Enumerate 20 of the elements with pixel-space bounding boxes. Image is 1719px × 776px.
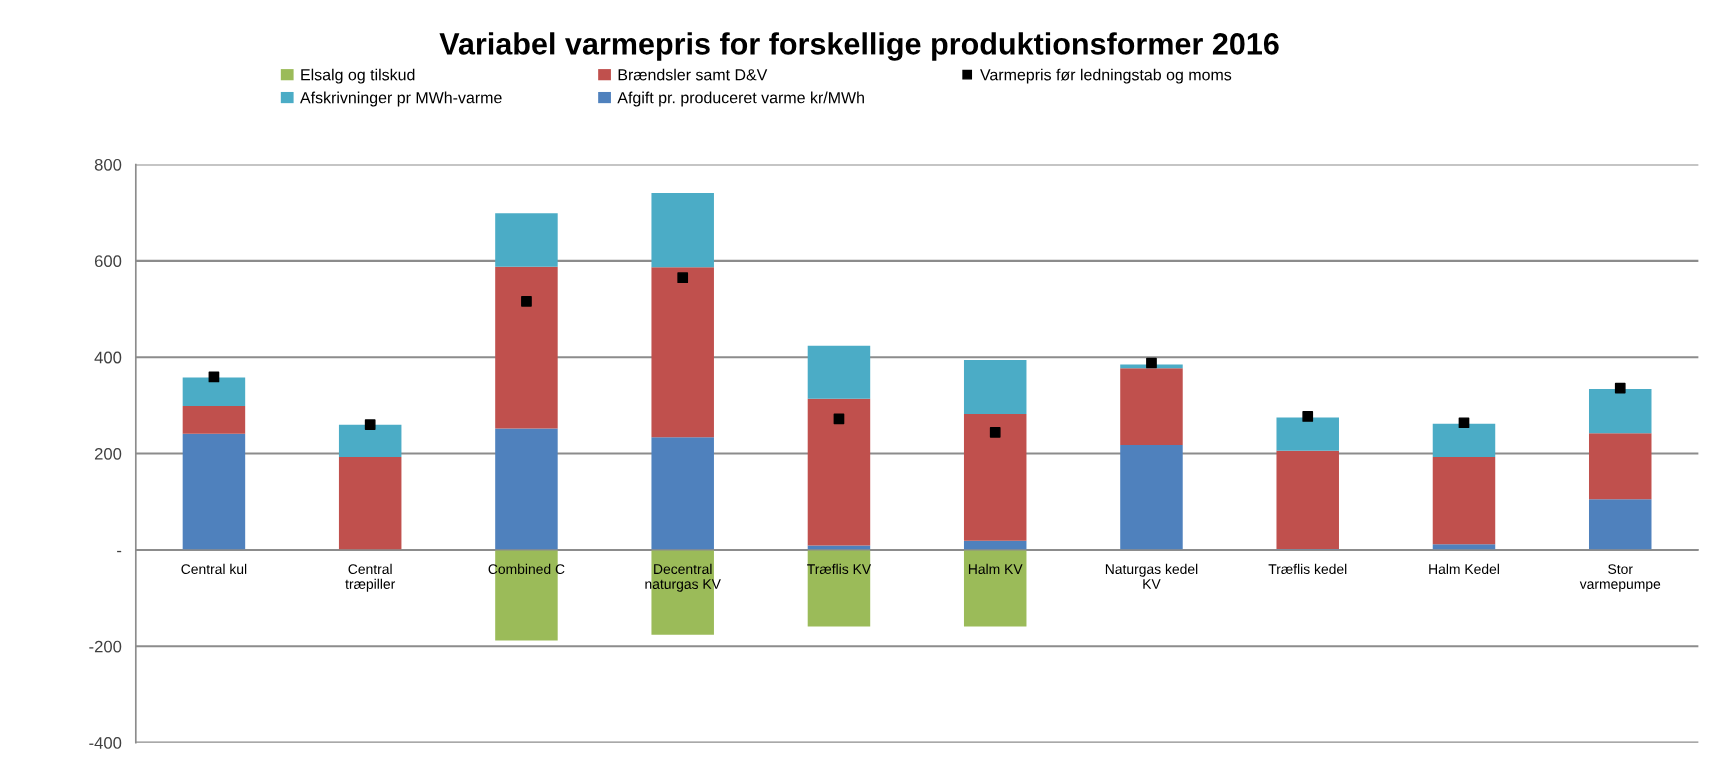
x-tick-label: Halm Kedel: [1429, 563, 1499, 575]
legend-label: Brændsler samt D&V: [618, 68, 768, 81]
y-tick-label: 400: [94, 351, 122, 364]
x-tick-label: Halm KV: [968, 563, 1023, 575]
y-tick-label: 200: [94, 447, 122, 460]
y-tick-label: -400: [89, 737, 122, 749]
legend-label: Elsalg og tilskud: [301, 68, 415, 84]
legend-label: Afgift pr. produceret varme kr/MWh: [617, 91, 864, 107]
y-tick-label: 800: [94, 158, 122, 171]
chart-title: Variabel varmepris for forskellige produktionsformer 2016: [439, 32, 1279, 61]
legend-label: Afskrivninger pr MWh-varme: [300, 91, 502, 107]
x-tick-label: Central kul: [181, 563, 247, 575]
legend-label: Varmepris før ledningstab og moms: [980, 68, 1232, 84]
x-tick-label: Stor varmepumpe: [1579, 564, 1661, 592]
y-tick-label: 600: [94, 255, 122, 268]
x-tick-label: Naturgas kedel KV: [1105, 563, 1198, 589]
x-tick-label: Træflis kedel: [1268, 563, 1347, 575]
x-tick-label: Central træpiller: [345, 563, 396, 592]
y-tick-label: -200: [89, 640, 122, 653]
y-tick-label: -: [117, 550, 122, 553]
